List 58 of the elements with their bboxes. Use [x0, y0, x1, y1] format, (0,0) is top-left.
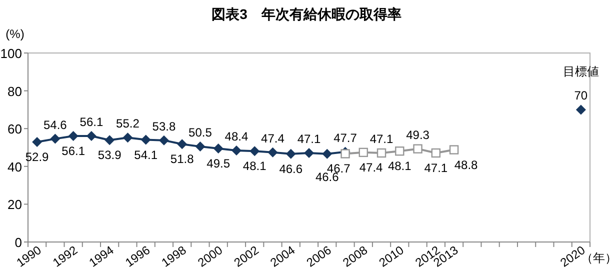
data-label: 47.7 — [334, 130, 358, 145]
data-label: 51.8 — [170, 152, 194, 166]
point — [376, 148, 386, 158]
data-label: 49.3 — [406, 128, 430, 142]
data-label: 47.1 — [370, 132, 394, 146]
point — [86, 130, 96, 141]
point — [104, 135, 115, 146]
point — [32, 137, 42, 148]
data-label: 70 — [574, 88, 588, 103]
point — [340, 149, 350, 158]
point — [213, 143, 224, 154]
data-label: 50.5 — [188, 126, 212, 140]
point — [431, 148, 441, 158]
point — [449, 145, 459, 154]
data-label: 48.1 — [242, 159, 267, 174]
point — [231, 146, 242, 156]
data-label: 48.4 — [224, 130, 248, 144]
y-tick-label: 0 — [14, 235, 22, 250]
data-label: 47.4 — [359, 160, 384, 174]
point — [358, 148, 368, 158]
point — [68, 130, 78, 141]
point — [158, 135, 169, 146]
point — [268, 147, 278, 158]
data-label: 55.2 — [116, 116, 140, 131]
point — [250, 146, 260, 156]
text: 目標値 — [562, 64, 599, 79]
point — [413, 144, 422, 154]
point — [177, 139, 188, 150]
data-label: 53.8 — [152, 119, 176, 134]
y-tick-label: 40 — [8, 159, 22, 174]
point — [286, 148, 296, 159]
data-label: 54.1 — [134, 148, 158, 162]
y-tick-label: 80 — [8, 84, 22, 99]
point — [395, 146, 404, 156]
data-label: 47.1 — [424, 160, 448, 175]
data-label: 46.6 — [279, 162, 303, 176]
data-label: 52.9 — [25, 150, 50, 164]
point — [322, 148, 332, 159]
data-label: 48.8 — [454, 158, 478, 172]
data-label: 56.1 — [80, 114, 104, 129]
data-label: 49.5 — [206, 156, 230, 170]
data-label: 48.1 — [388, 159, 412, 174]
data-label: 56.1 — [62, 144, 86, 158]
y-tick-label: 20 — [8, 197, 22, 212]
data-label: 47.4 — [261, 131, 285, 146]
point — [50, 134, 60, 144]
y-tick-label: 60 — [8, 122, 22, 137]
point — [140, 134, 151, 145]
y-axis-title: (%) — [6, 27, 24, 41]
point — [304, 148, 314, 158]
y-tick-label: 100 — [0, 46, 22, 61]
point — [576, 104, 586, 115]
data-label: 53.9 — [98, 148, 122, 162]
data-label: 54.6 — [44, 118, 68, 132]
point — [195, 142, 206, 152]
point — [122, 132, 133, 143]
chart-title: 図表3 年次有給休暇の取得率 — [212, 6, 402, 22]
data-label: 47.1 — [297, 132, 321, 146]
